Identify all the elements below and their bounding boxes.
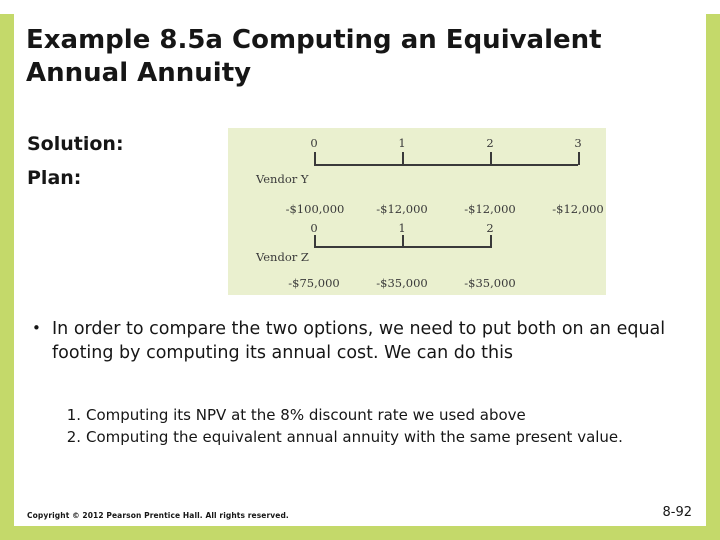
vendor-z-period-2: 2 <box>486 221 494 235</box>
bullet-list: • In order to compare the two options, w… <box>32 318 672 365</box>
sub-list-item-text: Computing its NPV at the 8% discount rat… <box>86 406 526 424</box>
bullet-marker-icon: • <box>32 319 41 337</box>
vendor-y-period-1: 1 <box>398 136 406 150</box>
vendor-y-cashflow-2: -$12,000 <box>464 202 516 216</box>
copyright-notice: Copyright © 2012 Pearson Prentice Hall. … <box>27 511 289 520</box>
vendor-z-period-1: 1 <box>398 221 406 235</box>
bullet-item: • In order to compare the two options, w… <box>32 318 672 365</box>
left-accent-bar <box>0 0 14 540</box>
vendor-y-tick-3 <box>578 152 580 165</box>
plan-label: Plan: <box>27 167 82 189</box>
vendor-z-period-0: 0 <box>310 221 318 235</box>
vendor-y-cashflow-1: -$12,000 <box>376 202 428 216</box>
sub-list-item: 2. Computing the equivalent annual annui… <box>60 427 680 448</box>
slide-number: 8-92 <box>662 505 692 520</box>
vendor-y-axis-line <box>314 164 578 166</box>
bottom-accent-bar <box>0 526 720 540</box>
vendor-z-tick-0 <box>314 235 316 247</box>
vendor-y-cashflow-3: -$12,000 <box>552 202 604 216</box>
right-accent-bar <box>706 0 720 540</box>
solution-label: Solution: <box>27 133 124 155</box>
sub-list-item-text: Computing the equivalent annual annuity … <box>86 427 623 446</box>
top-white-bar <box>0 0 720 14</box>
vendor-y-tick-1 <box>402 152 404 165</box>
vendor-y-period-2: 2 <box>486 136 494 150</box>
bullet-item-text: In order to compare the two options, we … <box>52 319 666 363</box>
sub-list-item: 1. Computing its NPV at the 8% discount … <box>60 405 680 426</box>
vendor-y-period-0: 0 <box>310 136 318 150</box>
vendor-z-axis-line <box>314 246 492 248</box>
vendor-z-cashflow-2: -$35,000 <box>464 276 516 290</box>
sub-list-item-number: 2. <box>66 427 81 446</box>
sub-list-item-number: 1. <box>66 406 81 424</box>
vendor-z-cashflow-1: -$35,000 <box>376 276 428 290</box>
vendor-y-label: Vendor Y <box>256 172 309 186</box>
vendor-z-label: Vendor Z <box>256 250 309 264</box>
vendor-y-cashflow-0: -$100,000 <box>285 202 345 216</box>
vendor-z-tick-1 <box>402 235 404 247</box>
numbered-sub-list: 1. Computing its NPV at the 8% discount … <box>60 405 680 448</box>
vendor-z-cashflow-0: -$75,000 <box>288 276 340 290</box>
vendor-y-tick-2 <box>490 152 492 165</box>
vendor-y-period-3: 3 <box>574 136 582 150</box>
vendor-y-tick-0 <box>314 152 316 165</box>
timeline-figure: Vendor Y 0 1 2 3 -$100,000 -$12,000 -$12… <box>228 128 606 295</box>
page-title: Example 8.5a Computing an Equivalent Ann… <box>26 25 602 89</box>
vendor-z-tick-2 <box>490 235 492 247</box>
